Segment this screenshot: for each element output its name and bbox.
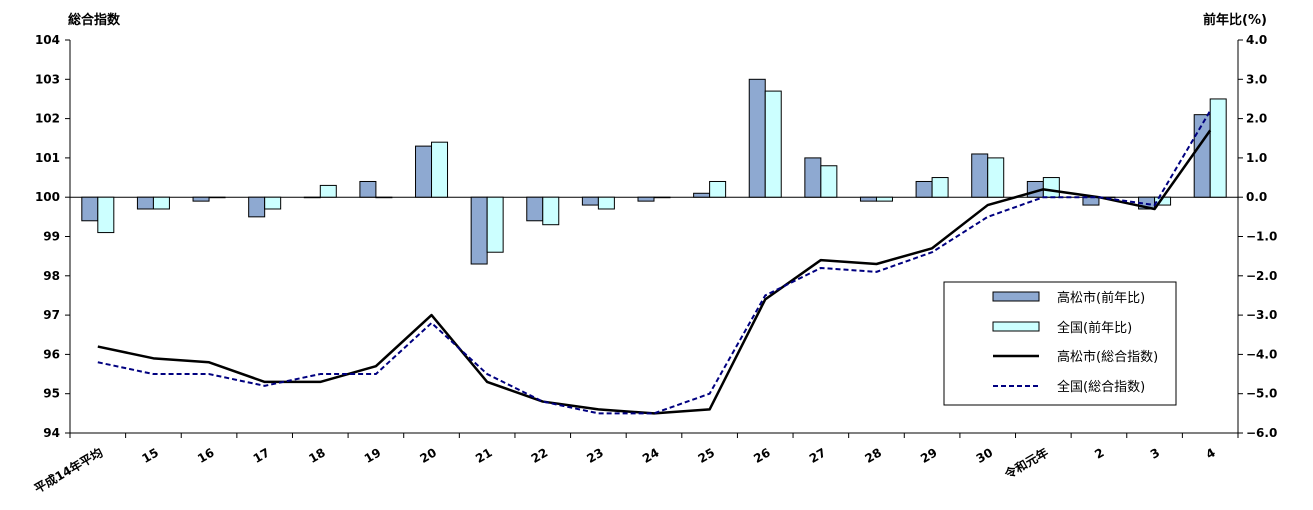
bar-national-yoy [431, 141, 449, 198]
legend-label-national-index: 全国(総合指数) [1057, 379, 1145, 395]
bar-takamatsu-yoy [415, 145, 433, 198]
bar-takamatsu-yoy [248, 196, 266, 218]
bar-national-yoy [987, 157, 1005, 198]
left-tick-label: 102 [35, 112, 60, 126]
bar-national-yoy [152, 196, 170, 210]
bar-takamatsu-yoy [693, 192, 711, 198]
bar-takamatsu-yoy [804, 157, 822, 198]
left-tick-label: 95 [43, 387, 60, 401]
x-tick-label: 15 [139, 445, 160, 465]
bar-national-yoy [597, 196, 615, 210]
x-tick-label: 4 [1203, 445, 1217, 461]
bar-national-yoy [486, 196, 504, 253]
legend: 高松市(前年比) 全国(前年比) 高松市(総合指数) 全国(総合指数) [943, 281, 1177, 406]
x-tick-label: 平成14年平均 [31, 445, 105, 496]
bar-national-yoy [820, 165, 838, 198]
right-tick-label: 3.0 [1246, 72, 1267, 86]
legend-label-takamatsu-index: 高松市(総合指数) [1057, 349, 1158, 365]
left-axis-title: 総合指数 [68, 12, 121, 28]
right-tick-label: −4.0 [1246, 347, 1277, 361]
bar-takamatsu-yoy [303, 196, 321, 199]
x-tick-label: 令和元年 [1001, 445, 1051, 482]
bar-national-yoy [1209, 98, 1227, 198]
legend-swatch-takamatsu-yoy [992, 291, 1040, 302]
bar-takamatsu-yoy [470, 196, 488, 265]
x-tick-label: 21 [473, 445, 494, 465]
left-tick-label: 94 [43, 426, 60, 440]
line-national-index [97, 110, 1212, 415]
bar-national-yoy [931, 177, 949, 198]
bar-national-yoy [709, 180, 727, 198]
bar-takamatsu-yoy [915, 180, 933, 198]
bar-takamatsu-yoy [81, 196, 99, 222]
left-tick-label: 100 [35, 190, 60, 204]
x-tick-label: 2 [1092, 445, 1106, 461]
legend-label-national-yoy: 全国(前年比) [1057, 320, 1132, 336]
right-tick-label: 4.0 [1246, 33, 1267, 47]
bar-national-yoy [375, 196, 393, 199]
left-tick-label: 96 [43, 347, 60, 361]
x-tick-label: 27 [807, 445, 828, 465]
x-tick-label: 19 [362, 445, 383, 465]
bar-takamatsu-yoy [136, 196, 154, 210]
bar-national-yoy [97, 196, 115, 234]
right-tick-label: −3.0 [1246, 308, 1277, 322]
x-tick-label: 29 [918, 445, 939, 465]
bar-takamatsu-yoy [192, 196, 210, 202]
bar-takamatsu-yoy [971, 153, 989, 198]
bar-national-yoy [319, 184, 337, 198]
tick-labels-layer: 104 103 102 101 100 99 98 97 96 95 94 4.0 3.0 2.0 1.0 0… [31, 33, 1277, 496]
right-tick-label: −1.0 [1246, 230, 1277, 244]
left-tick-label: 97 [43, 308, 60, 322]
bar-takamatsu-yoy [637, 196, 655, 202]
bar-national-yoy [1042, 177, 1060, 198]
right-tick-label: 0.0 [1246, 190, 1267, 204]
x-tick-label: 25 [696, 445, 717, 465]
bar-takamatsu-yoy [1193, 114, 1211, 198]
bar-national-yoy [875, 196, 893, 202]
x-tick-label: 3 [1148, 445, 1162, 461]
left-tick-label: 99 [43, 230, 60, 244]
lines-layer [97, 110, 1212, 415]
right-tick-label: −2.0 [1246, 269, 1277, 283]
bar-national-yoy [653, 196, 671, 199]
right-tick-label: −6.0 [1246, 426, 1277, 440]
x-tick-label: 16 [195, 445, 216, 465]
left-tick-label: 103 [35, 72, 60, 86]
x-tick-label: 17 [251, 445, 272, 465]
bar-takamatsu-yoy [1082, 196, 1100, 206]
bar-national-yoy [542, 196, 560, 226]
right-tick-label: −5.0 [1246, 387, 1277, 401]
bar-national-yoy [764, 90, 782, 198]
right-tick-label: 2.0 [1246, 112, 1267, 126]
x-tick-label: 23 [584, 445, 605, 465]
bars-layer [81, 78, 1227, 265]
x-tick-label: 22 [529, 445, 550, 465]
bar-takamatsu-yoy [526, 196, 544, 222]
left-tick-label: 101 [35, 151, 60, 165]
bar-takamatsu-yoy [359, 180, 377, 198]
bar-national-yoy [208, 196, 226, 199]
right-axis-title: 前年比(%) [1203, 12, 1267, 28]
legend-swatch-national-yoy [992, 321, 1040, 332]
x-tick-label: 26 [751, 445, 772, 465]
legend-label-takamatsu-yoy: 高松市(前年比) [1057, 290, 1145, 306]
bar-national-yoy [264, 196, 282, 210]
bar-takamatsu-yoy [859, 196, 877, 202]
x-tick-label: 18 [306, 445, 327, 465]
legend-frame [943, 281, 1177, 406]
left-tick-label: 98 [43, 269, 60, 283]
bar-takamatsu-yoy [581, 196, 599, 206]
x-tick-label: 20 [418, 445, 439, 465]
x-tick-label: 28 [863, 445, 884, 465]
left-tick-label: 104 [35, 33, 60, 47]
bar-takamatsu-yoy [748, 78, 766, 198]
x-tick-label: 30 [974, 445, 995, 465]
x-tick-label: 24 [640, 445, 661, 465]
right-tick-label: 1.0 [1246, 151, 1267, 165]
